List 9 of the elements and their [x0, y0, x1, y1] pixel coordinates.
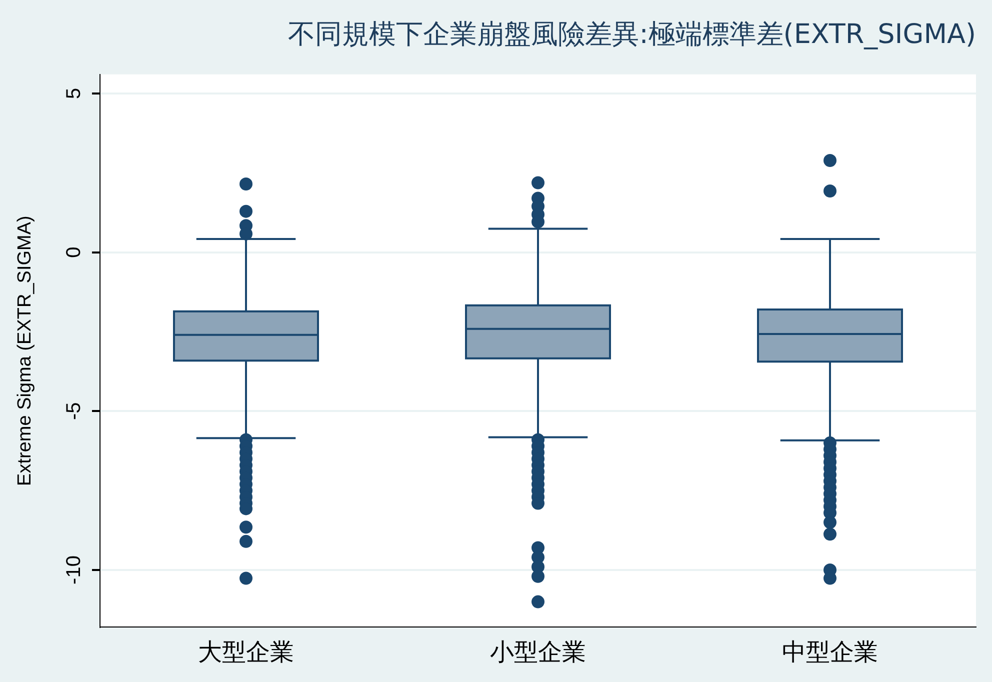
chart-title: 不同規模下企業崩盤風險差異:極端標準差(EXTR_SIGMA): [288, 19, 976, 50]
y-axis-title: Extreme Sigma (EXTR_SIGMA): [14, 216, 36, 486]
y-tick-label: -10: [63, 556, 86, 584]
y-tick-label: 5: [63, 88, 86, 100]
x-tick-label: 大型企業: [198, 638, 294, 666]
x-tick-label: 中型企業: [782, 638, 878, 666]
y-tick-label: 0: [63, 246, 86, 258]
x-tick-label: 小型企業: [490, 638, 586, 666]
y-tick-label: -5: [63, 402, 86, 420]
